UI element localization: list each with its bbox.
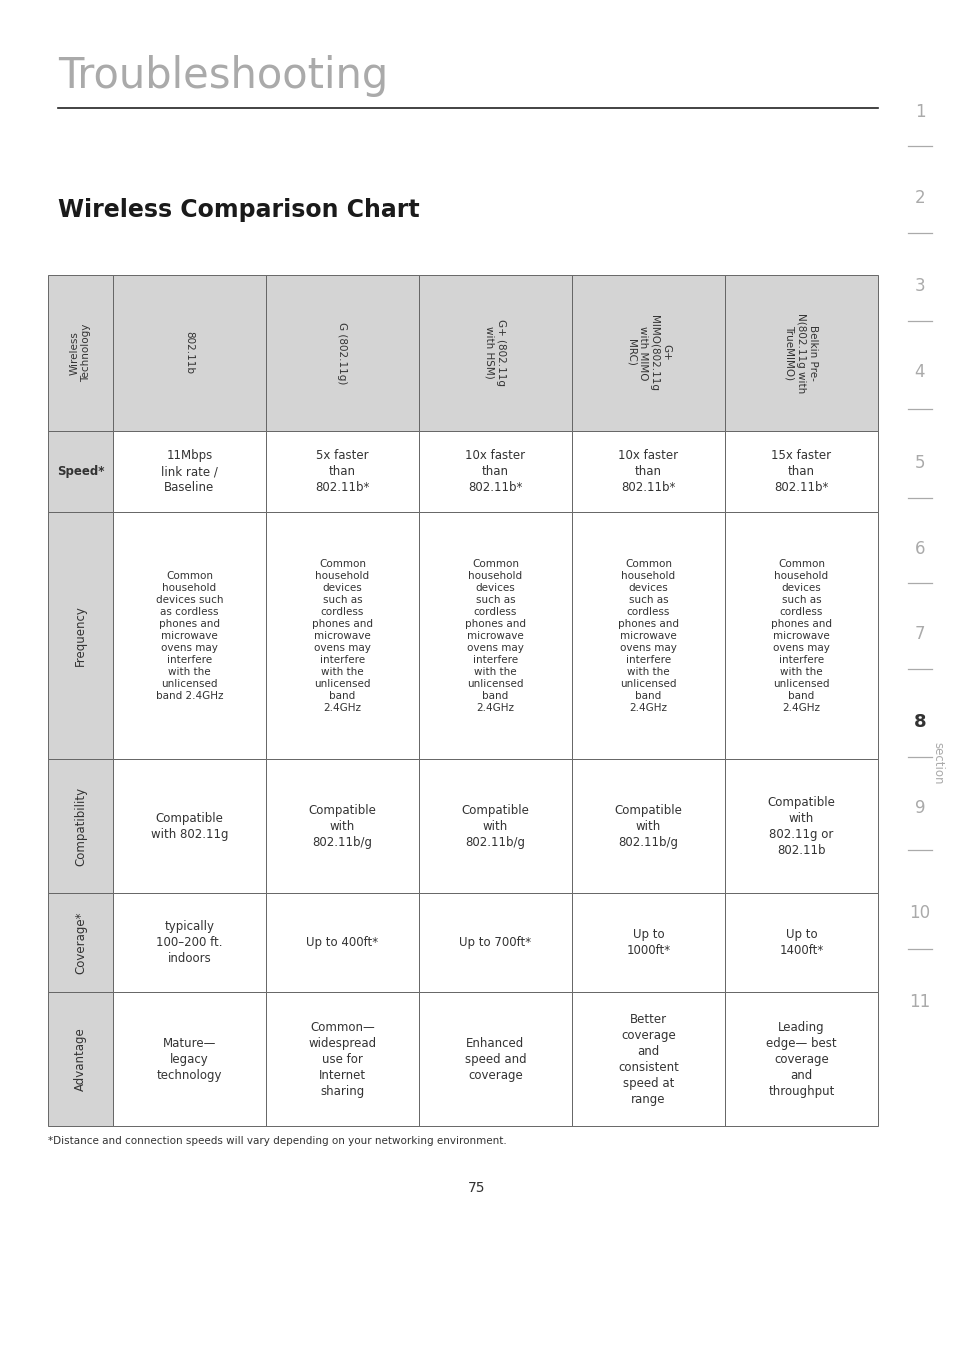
Text: 3: 3 (914, 277, 924, 296)
Bar (418, 512, 572, 759)
Text: 11Mbps
link rate /
Baseline: 11Mbps link rate / Baseline (161, 448, 217, 493)
Bar (266, 893, 418, 992)
Text: Compatibility: Compatibility (74, 786, 87, 866)
Text: 75: 75 (468, 1180, 485, 1195)
Bar (572, 431, 724, 512)
Text: 10x faster
than
802.11b*: 10x faster than 802.11b* (618, 448, 678, 493)
Text: 5: 5 (914, 454, 924, 473)
Bar (112, 275, 266, 431)
Text: Speed*: Speed* (56, 465, 104, 478)
Text: 7: 7 (914, 624, 924, 643)
Bar (112, 512, 266, 759)
Text: typically
100–200 ft.
indoors: typically 100–200 ft. indoors (156, 920, 222, 965)
Text: 8: 8 (913, 713, 925, 732)
Bar (112, 431, 266, 512)
Bar (724, 893, 877, 992)
Bar (572, 275, 724, 431)
Bar (724, 992, 877, 1126)
Bar (48, 275, 112, 431)
Text: 10: 10 (908, 904, 929, 923)
Bar (418, 759, 572, 893)
Bar (48, 759, 112, 893)
Text: 5x faster
than
802.11b*: 5x faster than 802.11b* (315, 448, 370, 493)
Text: Wireless Comparison Chart: Wireless Comparison Chart (58, 198, 419, 222)
Text: 1: 1 (914, 102, 924, 121)
Text: 15x faster
than
802.11b*: 15x faster than 802.11b* (771, 448, 831, 493)
Bar (572, 759, 724, 893)
Bar (266, 759, 418, 893)
Bar (48, 992, 112, 1126)
Text: Wireless
Technology: Wireless Technology (70, 323, 91, 382)
Text: Up to 400ft*: Up to 400ft* (306, 936, 378, 949)
Text: Common
household
devices
such as
cordless
phones and
microwave
ovens may
interfe: Common household devices such as cordles… (770, 559, 831, 713)
Text: *Distance and connection speeds will vary depending on your networking environme: *Distance and connection speeds will var… (48, 1135, 506, 1146)
Text: Common
household
devices such
as cordless
phones and
microwave
ovens may
interfe: Common household devices such as cordles… (155, 571, 223, 701)
Text: 2: 2 (914, 188, 924, 207)
Text: Common
household
devices
such as
cordless
phones and
microwave
ovens may
interfe: Common household devices such as cordles… (312, 559, 373, 713)
Bar (572, 893, 724, 992)
Text: Compatible
with 802.11g: Compatible with 802.11g (151, 811, 228, 841)
Text: Common
household
devices
such as
cordless
phones and
microwave
ovens may
interfe: Common household devices such as cordles… (464, 559, 525, 713)
Text: 4: 4 (914, 363, 924, 382)
Text: Better
coverage
and
consistent
speed at
range: Better coverage and consistent speed at … (618, 1013, 679, 1105)
Text: Belkin Pre-
N(802.11g with
TrueMIMO): Belkin Pre- N(802.11g with TrueMIMO) (784, 312, 818, 393)
Text: Enhanced
speed and
coverage: Enhanced speed and coverage (464, 1037, 526, 1082)
Text: Up to
1000ft*: Up to 1000ft* (626, 928, 670, 957)
Text: Up to
1400ft*: Up to 1400ft* (779, 928, 822, 957)
Text: G+ (802.11g
with HSM): G+ (802.11g with HSM) (484, 319, 506, 386)
Text: Compatible
with
802.11b/g: Compatible with 802.11b/g (614, 804, 681, 849)
Text: Frequency: Frequency (74, 605, 87, 667)
Text: 9: 9 (914, 799, 924, 818)
Bar (724, 431, 877, 512)
Bar (724, 512, 877, 759)
Bar (112, 759, 266, 893)
Bar (724, 275, 877, 431)
Bar (48, 893, 112, 992)
Text: G+
MIMO(802.11g
with MIMO
MRC): G+ MIMO(802.11g with MIMO MRC) (625, 315, 670, 391)
Text: Troubleshooting: Troubleshooting (58, 55, 388, 97)
Text: Common
household
devices
such as
cordless
phones and
microwave
ovens may
interfe: Common household devices such as cordles… (618, 559, 679, 713)
Bar (48, 431, 112, 512)
Bar (112, 893, 266, 992)
Bar (266, 431, 418, 512)
Bar (724, 759, 877, 893)
Bar (418, 992, 572, 1126)
Bar (266, 992, 418, 1126)
Text: Leading
edge— best
coverage
and
throughput: Leading edge— best coverage and throughp… (765, 1021, 836, 1097)
Text: G (802.11g): G (802.11g) (337, 322, 347, 384)
Bar (418, 275, 572, 431)
Text: Common—
widespread
use for
Internet
sharing: Common— widespread use for Internet shar… (308, 1021, 376, 1097)
Text: 10x faster
than
802.11b*: 10x faster than 802.11b* (465, 448, 525, 493)
Bar (112, 992, 266, 1126)
Text: 11: 11 (908, 992, 929, 1011)
Text: Compatible
with
802.11b/g: Compatible with 802.11b/g (461, 804, 529, 849)
Text: Coverage*: Coverage* (74, 912, 87, 973)
Text: 802.11b: 802.11b (184, 331, 194, 375)
Bar (572, 512, 724, 759)
Bar (266, 275, 418, 431)
Text: Advantage: Advantage (74, 1028, 87, 1090)
Bar (418, 893, 572, 992)
Bar (48, 512, 112, 759)
Text: Mature—
legacy
technology: Mature— legacy technology (156, 1037, 222, 1082)
Text: 6: 6 (914, 540, 924, 559)
Text: section: section (930, 741, 943, 785)
Text: Up to 700ft*: Up to 700ft* (459, 936, 531, 949)
Text: Compatible
with
802.11b/g: Compatible with 802.11b/g (308, 804, 376, 849)
Text: Compatible
with
802.11g or
802.11b: Compatible with 802.11g or 802.11b (767, 796, 835, 856)
Bar (266, 512, 418, 759)
Bar (418, 431, 572, 512)
Bar (572, 992, 724, 1126)
